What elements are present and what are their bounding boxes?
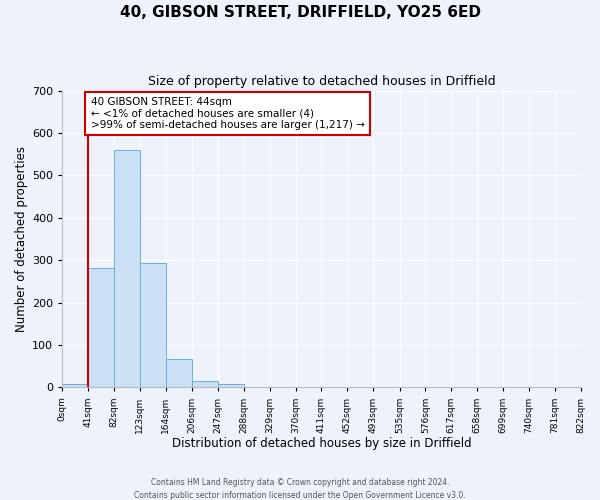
Title: Size of property relative to detached houses in Driffield: Size of property relative to detached ho… — [148, 75, 495, 88]
Text: 40 GIBSON STREET: 44sqm
← <1% of detached houses are smaller (4)
>99% of semi-de: 40 GIBSON STREET: 44sqm ← <1% of detache… — [91, 97, 365, 130]
Bar — [140, 263, 166, 388]
X-axis label: Distribution of detached houses by size in Driffield: Distribution of detached houses by size … — [172, 437, 471, 450]
Bar — [192, 382, 218, 388]
Bar — [62, 384, 88, 388]
Bar — [88, 268, 114, 388]
Text: Contains HM Land Registry data © Crown copyright and database right 2024.
Contai: Contains HM Land Registry data © Crown c… — [134, 478, 466, 500]
Y-axis label: Number of detached properties: Number of detached properties — [15, 146, 28, 332]
Text: 40, GIBSON STREET, DRIFFIELD, YO25 6ED: 40, GIBSON STREET, DRIFFIELD, YO25 6ED — [119, 5, 481, 20]
Bar — [114, 150, 140, 388]
Bar — [166, 358, 192, 388]
Bar — [218, 384, 244, 388]
